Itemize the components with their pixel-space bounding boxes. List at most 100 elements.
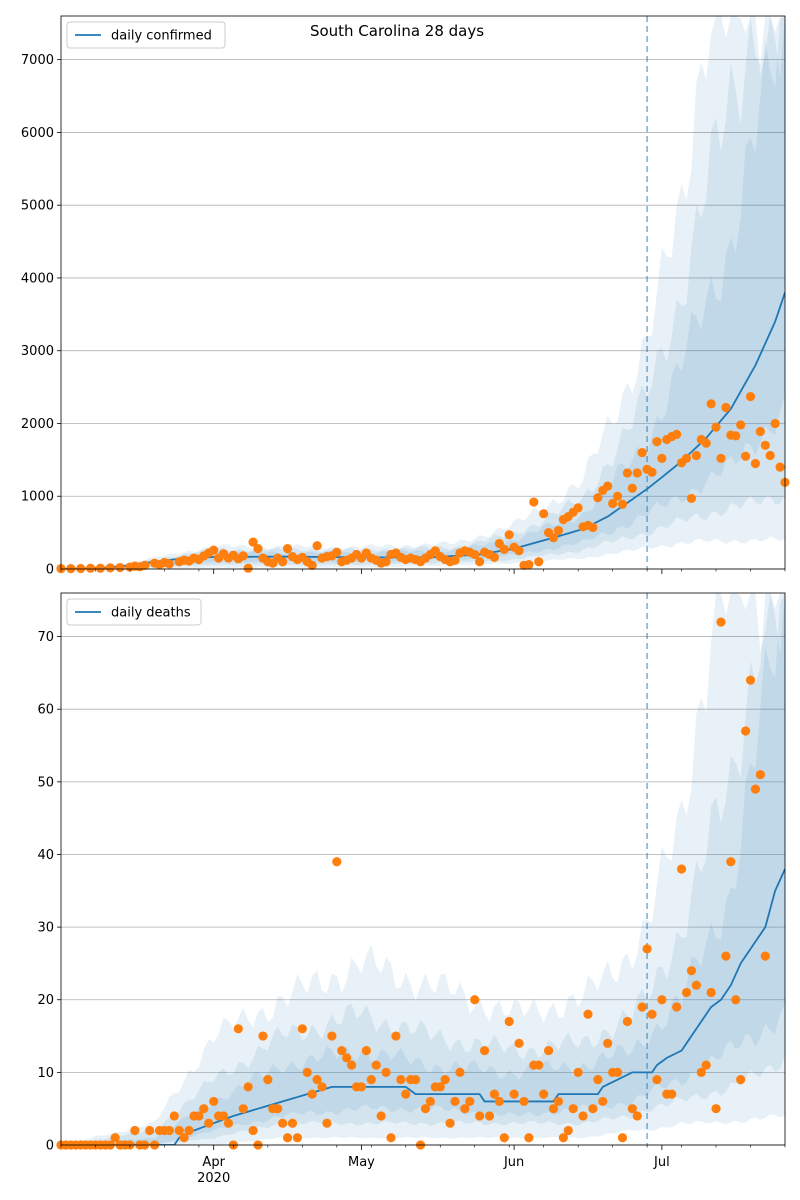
observed-point [302,1067,312,1077]
observed-point [243,1082,253,1092]
observed-point [617,499,628,509]
observed-point [760,440,770,450]
observed-point [450,555,460,565]
observed-point [263,1075,273,1085]
confidence-band [61,593,785,1145]
x-tick-label: May [348,1155,375,1170]
observed-point [470,549,480,560]
observed-point [356,1082,367,1092]
observed-point [169,1111,179,1121]
observed-point [627,483,637,493]
observed-point [317,1082,327,1092]
observed-point [174,1125,184,1136]
observed-point [248,1125,258,1136]
observed-point [588,1104,598,1114]
observed-point [642,944,652,954]
observed-point [524,560,534,570]
observed-point [529,497,539,507]
observed-point [455,1067,465,1077]
observed-point [297,1024,307,1034]
observed-point [553,1096,564,1107]
observed-point [755,769,765,780]
observed-point [721,951,731,961]
legend: daily deaths [66,598,202,626]
observed-point [534,557,544,567]
y-tick-label: 20 [37,993,54,1008]
x-tick-label: Apr [202,1155,225,1170]
observed-point [509,1089,519,1099]
observed-point [332,547,342,557]
observed-point [691,980,701,990]
confirmed-panel: South Carolina 28 days 0 1000 2000 3000 4000… [21,15,790,578]
observed-point [657,453,667,463]
observed-point [598,1096,608,1107]
observed-point [445,1118,455,1128]
observed-point [322,1118,332,1128]
observed-point [701,1060,711,1070]
observed-point [312,541,322,551]
legend: daily confirmed [66,21,226,49]
observed-point [534,1060,544,1070]
observed-point [539,1089,549,1099]
observed-point [105,563,115,573]
observed-point [667,1089,677,1099]
observed-point [282,544,293,554]
observed-point [346,1060,357,1070]
observed-point [686,493,697,504]
observed-point [686,966,697,976]
observed-point [745,391,756,402]
observed-point [342,1053,352,1063]
y-tick-label: 7000 [21,53,54,68]
observed-point [450,1096,460,1107]
observed-point [652,437,662,447]
observed-point [504,530,514,540]
observed-point [632,468,642,478]
observed-point [543,1045,554,1056]
observed-point [539,509,549,519]
observed-point [637,1002,647,1012]
observed-point [608,498,618,509]
observed-point [716,617,726,627]
observed-point [775,462,785,472]
y-tick-label: 10 [37,1066,54,1081]
observed-point [740,726,751,736]
observed-point [558,1133,568,1143]
observed-point [199,1104,209,1114]
observed-point [204,1118,214,1128]
observed-point [287,1118,298,1128]
y-tick-label: 0 [46,1139,54,1154]
observed-point [647,1009,657,1019]
observed-point [401,1089,411,1099]
observed-point [391,1031,401,1041]
observed-point [736,420,746,430]
observed-point [514,1038,524,1048]
legend-box [66,21,226,49]
observed-point [731,431,741,441]
chart-title: South Carolina 28 days [310,22,484,40]
observed-point [307,560,317,570]
observed-point [381,1067,391,1077]
observed-point [548,533,559,543]
observed-point [489,552,500,562]
observed-point [327,1031,337,1041]
observed-point [381,557,391,567]
observed-point [652,1075,662,1085]
observed-point [425,1096,435,1107]
observed-point [524,1133,534,1143]
observed-point [140,560,150,570]
y-tick-label: 0 [46,563,54,578]
observed-point [657,995,667,1005]
y-tick-label: 70 [37,630,54,645]
observed-point [726,857,736,867]
observed-point [386,1133,396,1143]
observed-point [85,563,96,573]
observed-point [612,1067,623,1077]
observed-point [95,563,106,573]
plot-area [61,593,785,1145]
observed-point [578,1111,588,1121]
observed-point [209,545,219,555]
observed-point [312,1075,322,1085]
observed-point [696,1067,706,1077]
